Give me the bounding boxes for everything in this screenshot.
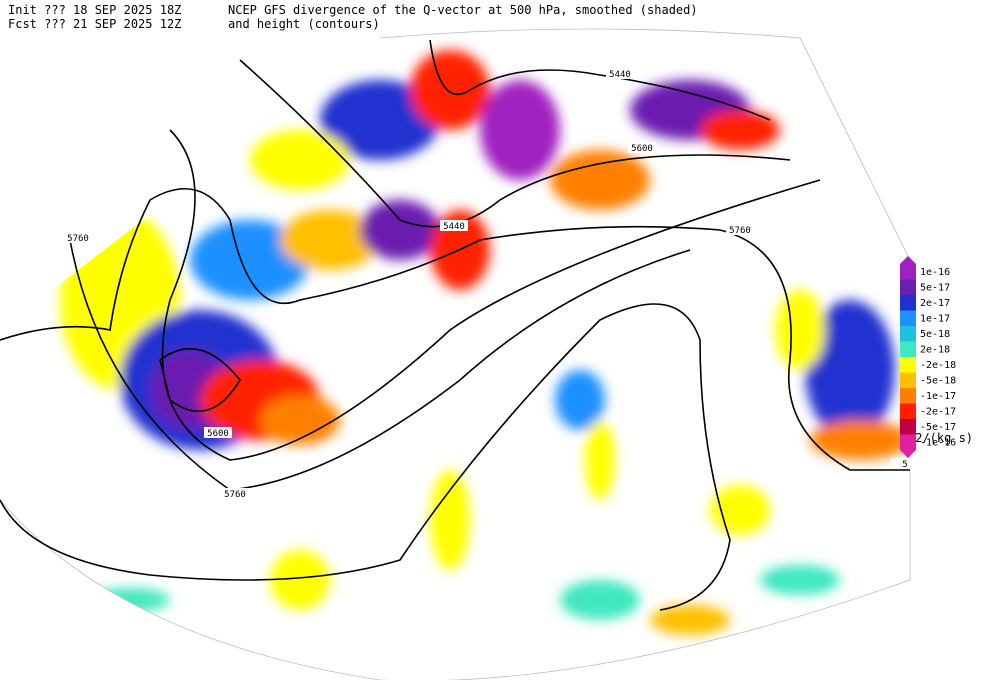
- colorbar-box: [900, 419, 916, 435]
- colorbar-label: -1e-17: [920, 391, 956, 402]
- shading: [60, 50, 910, 635]
- contour-label: 5760: [224, 490, 246, 500]
- fcst-label: Fcst ??? 21 SEP 2025 12Z: [8, 17, 181, 31]
- colorbar-box: [900, 357, 916, 373]
- contours: [0, 39, 910, 611]
- colorbar-label: 2e-17: [920, 298, 950, 309]
- contour-label: 5440: [609, 70, 631, 80]
- colorbar-box: [900, 295, 916, 311]
- contour-label: 5760: [67, 234, 89, 244]
- contour-label-bg: [726, 224, 754, 235]
- colorbar-box: [900, 310, 916, 326]
- colorbar-box: [900, 403, 916, 419]
- contour-label: 5440: [443, 222, 465, 232]
- colorbar-box: [900, 264, 916, 280]
- contour-label-bg: [221, 488, 249, 499]
- subtitle: and height (contours): [228, 17, 380, 31]
- colorbar-label: 2e-18: [920, 344, 950, 355]
- colorbar-unit: m2/(kg s): [908, 431, 973, 445]
- colorbar-label: 5e-17: [920, 282, 950, 293]
- contour-label-bg: [606, 68, 634, 79]
- contour-label: 5600: [631, 144, 653, 154]
- contour-label-bg: [628, 142, 656, 153]
- colorbar-box: [900, 434, 916, 450]
- colorbar-label: -5e-17: [920, 422, 956, 433]
- contour-label-bg: [891, 458, 919, 469]
- colorbar-box: [900, 372, 916, 388]
- colorbar-label: 1e-16: [920, 267, 950, 278]
- colorbar-label: -1e-16: [920, 437, 956, 448]
- domain-edge: [0, 28, 911, 680]
- colorbar-top: [900, 256, 916, 264]
- init-label: Init ??? 18 SEP 2025 18Z: [8, 3, 181, 17]
- colorbar-box: [900, 279, 916, 295]
- colorbar-box: [900, 341, 916, 357]
- contour-label: 5760: [729, 226, 751, 236]
- contour-label-bg: [440, 220, 468, 231]
- contour-label: 5600: [207, 429, 229, 439]
- colorbar-label: 5e-18: [920, 329, 950, 340]
- title: NCEP GFS divergence of the Q-vector at 5…: [228, 3, 698, 17]
- colorbar-label: -2e-17: [920, 406, 956, 417]
- colorbar-box: [900, 388, 916, 404]
- colorbar-bottom: [900, 450, 916, 458]
- colorbar-box: [900, 326, 916, 342]
- contour-label-bg: [64, 232, 92, 243]
- contour-label: 5: [902, 460, 907, 470]
- contour-label-bg: [204, 427, 232, 438]
- colorbar-label: -2e-18: [920, 360, 956, 371]
- colorbar-label: -5e-18: [920, 375, 956, 386]
- colorbar-label: 1e-17: [920, 313, 950, 324]
